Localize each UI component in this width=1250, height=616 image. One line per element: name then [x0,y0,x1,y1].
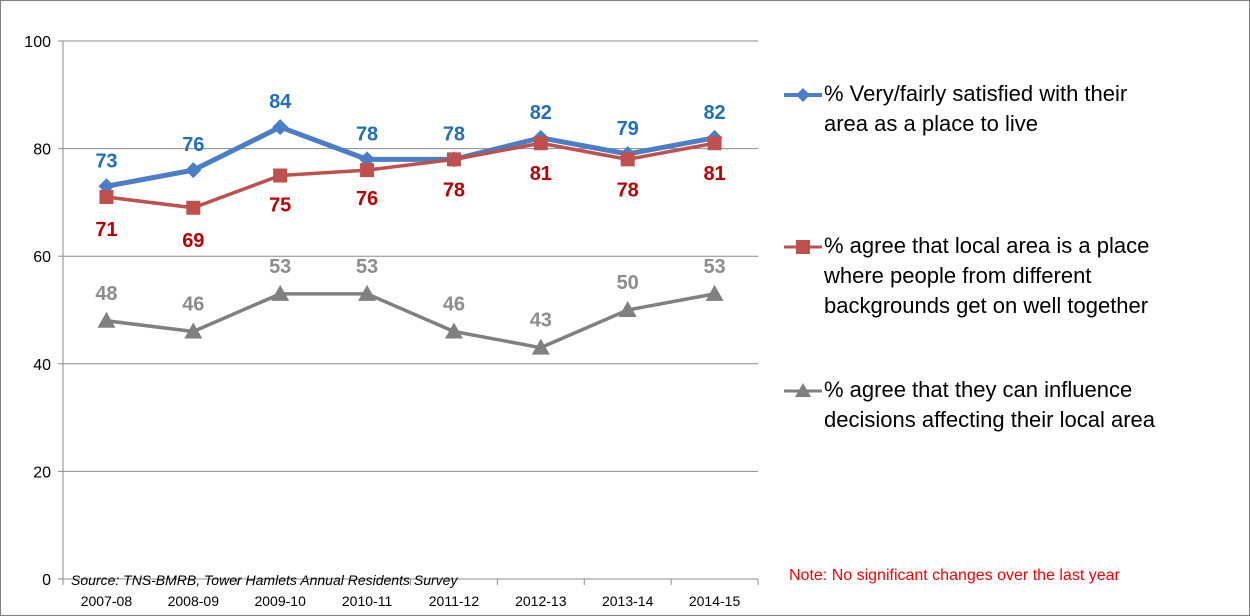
data-point-triangle [531,338,550,355]
data-point-triangle [97,311,116,328]
data-label: 69 [182,230,204,252]
series-3 [97,284,724,355]
data-label: 76 [182,134,204,156]
legend-label: % agree that local area is a place where… [824,233,1150,318]
y-tick-label: 80 [33,142,51,159]
y-tick-label: 40 [33,357,51,374]
data-label: 75 [269,195,291,217]
legend-square-marker-icon [784,240,822,254]
data-label: 82 [703,102,725,124]
data-label: 43 [530,310,552,332]
data-point-square [446,152,461,167]
data-point-triangle [358,284,377,301]
data-label: 46 [443,294,465,316]
data-label: 76 [356,188,378,210]
data-point-square [186,200,201,215]
data-label: 81 [703,163,725,185]
legend-label: % agree that they can influence decision… [824,377,1156,432]
data-point-triangle [618,301,637,317]
data-label: 50 [617,272,639,294]
series-2 [99,136,722,215]
data-labels: 73 76 84 78 78 82 79 82 71 69 75 76 78 81 78 81 48 46 53 53… [95,91,725,332]
data-label: 73 [95,150,117,172]
legend-diamond-marker-icon [784,88,822,102]
y-tick-label: 60 [33,249,51,266]
legend-label: % Very/fairly satisfied with their area … [824,81,1128,136]
gridlines [63,40,758,472]
x-tick-label: 2013-14 [602,593,654,609]
data-label: 46 [182,294,204,316]
data-label: 53 [356,256,378,278]
data-label: 82 [530,102,552,124]
data-point-square [533,136,548,151]
data-label: 81 [530,163,552,185]
data-point-square [707,136,722,151]
data-point-square [273,168,288,183]
data-label: 78 [356,123,378,145]
series-line [106,292,715,350]
series [97,119,724,355]
data-label: 71 [95,219,117,241]
x-tick-label: 2012-13 [515,593,567,609]
data-point-triangle [444,322,463,339]
series-line [106,141,715,210]
data-point-triangle [271,284,290,301]
x-tick-label: 2010-11 [342,593,393,609]
data-label: 53 [703,256,725,278]
axes: 0 20 40 60 80 100 2007-08 2008-09 2009-10 2010-11… [24,34,759,609]
note-text: Note: No significant changes over the la… [789,567,1120,584]
data-label: 78 [443,123,465,145]
data-label: 84 [269,91,292,113]
legend-triangle-marker-icon [784,383,822,397]
data-point-square [620,152,635,167]
data-point-square [99,190,114,205]
y-tick-label: 20 [33,464,51,481]
y-tick-label: 0 [42,572,51,589]
data-label: 53 [269,256,291,278]
x-tick-label: 2009-10 [254,593,306,609]
data-label: 48 [95,283,117,305]
data-point-triangle [705,284,724,301]
x-tick-label: 2008-09 [168,593,220,609]
y-tick-label: 100 [24,34,51,51]
source-note: Source: TNS-BMRB, Tower Hamlets Annual R… [71,572,458,588]
data-label: 78 [617,179,639,201]
series-line [105,124,716,189]
data-point-diamond [185,162,202,179]
x-tick-label: 2007-08 [81,593,133,609]
x-tick-label: 2014-15 [689,593,741,609]
data-label: 78 [443,179,465,201]
data-label: 79 [617,118,639,140]
data-point-triangle [184,322,203,339]
data-point-diamond [272,119,289,136]
x-tick-label: 2011-12 [429,593,480,609]
data-point-square [360,163,375,178]
